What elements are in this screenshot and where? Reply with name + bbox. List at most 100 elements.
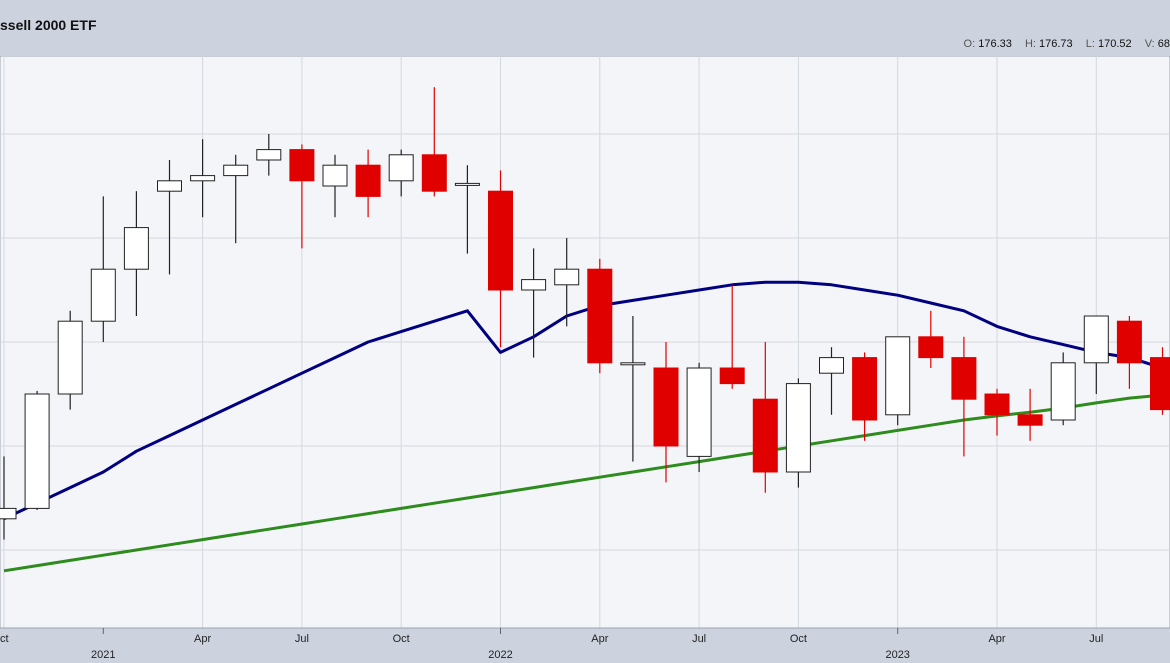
candle[interactable] — [852, 352, 878, 441]
candle[interactable] — [951, 336, 977, 457]
candle[interactable] — [421, 87, 447, 197]
candle[interactable] — [256, 134, 282, 176]
candle[interactable] — [157, 160, 182, 275]
x-year-label: 2022 — [488, 649, 512, 661]
candle[interactable] — [223, 154, 249, 244]
candle-body — [24, 393, 50, 509]
candle[interactable] — [819, 347, 844, 415]
x-month-label: Jul — [692, 633, 706, 645]
candle-body — [819, 357, 844, 374]
candle[interactable] — [984, 388, 1010, 436]
candle-body — [1083, 315, 1109, 364]
candle[interactable] — [1050, 352, 1076, 426]
candle[interactable] — [719, 284, 745, 389]
candle-body — [388, 154, 414, 182]
candle[interactable] — [488, 170, 513, 348]
high-label: H: — [1024, 38, 1036, 50]
candle-body — [123, 227, 149, 270]
candle[interactable] — [57, 310, 83, 410]
candle[interactable] — [587, 258, 613, 374]
chart-title: ssell 2000 ETF — [0, 17, 97, 33]
x-month-label: Apr — [988, 633, 1005, 645]
candle-body — [289, 149, 315, 182]
x-month-label: Jul — [295, 633, 309, 645]
ma-long-line — [3, 280, 1163, 521]
candle-body — [554, 268, 580, 286]
candle-body — [190, 175, 216, 182]
chart-header: ssell 2000 ETF O: 176.33 H: 176.73 L: 17… — [0, 0, 1170, 56]
candle[interactable] — [322, 154, 348, 218]
candle-body — [322, 164, 348, 187]
candle[interactable] — [190, 139, 216, 218]
candle[interactable] — [1116, 316, 1142, 389]
candle[interactable] — [885, 336, 911, 426]
ohlcv-readout: O: 176.33 H: 176.73 L: 170.52 V: 68 — [954, 38, 1170, 50]
x-month-label: Apr — [194, 633, 211, 645]
candle[interactable] — [24, 390, 50, 510]
candle[interactable] — [1083, 315, 1109, 394]
candle[interactable] — [752, 342, 778, 493]
candle-body — [1150, 357, 1170, 411]
candle-body — [785, 383, 811, 473]
candle[interactable] — [918, 310, 944, 368]
x-year-label: 2021 — [91, 649, 115, 661]
candle-body — [1017, 414, 1043, 426]
low-value: 170.52 — [1097, 38, 1132, 50]
candle[interactable] — [454, 165, 480, 254]
candlestick-chart[interactable]: ct Apr Jul Oct Apr Jul Oct Apr Jul 2021 2022 2023 — [0, 56, 1170, 663]
candle-body — [223, 164, 249, 177]
candle[interactable] — [554, 238, 580, 327]
candle[interactable] — [653, 342, 679, 483]
open-value: 176.33 — [978, 38, 1012, 50]
open-label: O: — [963, 38, 976, 50]
candle-body — [454, 182, 480, 186]
candle-body — [984, 393, 1010, 416]
x-month-label: Apr — [591, 633, 608, 645]
candle-body — [1116, 320, 1142, 364]
candle-body — [256, 149, 282, 161]
candle[interactable] — [388, 149, 414, 197]
volume-value: 68 — [1157, 38, 1170, 50]
candle-body — [355, 164, 381, 197]
candle-body — [90, 268, 116, 322]
candle[interactable] — [785, 378, 811, 488]
candle-body — [1050, 362, 1076, 421]
candle[interactable] — [620, 316, 646, 462]
candle-body — [57, 320, 83, 395]
candle-body — [951, 357, 977, 400]
candle-body — [852, 357, 878, 421]
x-month-label: Oct — [790, 633, 807, 645]
candle-body — [719, 367, 745, 385]
x-month-label: Jul — [1089, 633, 1103, 645]
x-year-label: 2023 — [885, 649, 909, 661]
moving-average-long — [3, 280, 1163, 521]
candle[interactable] — [1017, 388, 1043, 441]
candle[interactable] — [123, 191, 149, 316]
candle-body — [587, 268, 613, 364]
volume-label: V: — [1144, 38, 1155, 50]
candle[interactable] — [289, 144, 315, 249]
candle[interactable] — [686, 362, 712, 472]
moving-average-short — [3, 393, 1163, 573]
candle-body — [157, 180, 182, 192]
x-axis: ct Apr Jul Oct Apr Jul Oct Apr Jul 2021 2022 2023 — [0, 627, 1170, 661]
candle-body — [521, 279, 547, 291]
candle[interactable] — [0, 456, 17, 540]
candle-body — [488, 190, 513, 291]
candle[interactable] — [521, 248, 547, 358]
candles — [0, 87, 1170, 540]
high-value: 176.73 — [1039, 38, 1073, 50]
candle[interactable] — [355, 149, 381, 218]
candle[interactable] — [90, 196, 116, 342]
ma-short-line — [3, 393, 1163, 573]
candle-body — [918, 336, 944, 359]
candle-body — [885, 336, 911, 416]
candle-body — [686, 367, 712, 457]
candle-body — [653, 367, 679, 447]
x-month-label: Oct — [393, 633, 410, 645]
candle-body — [752, 398, 778, 473]
candle[interactable] — [1150, 347, 1170, 415]
low-label: L: — [1085, 38, 1095, 50]
candle-body — [421, 154, 447, 192]
candle-body — [0, 507, 17, 520]
